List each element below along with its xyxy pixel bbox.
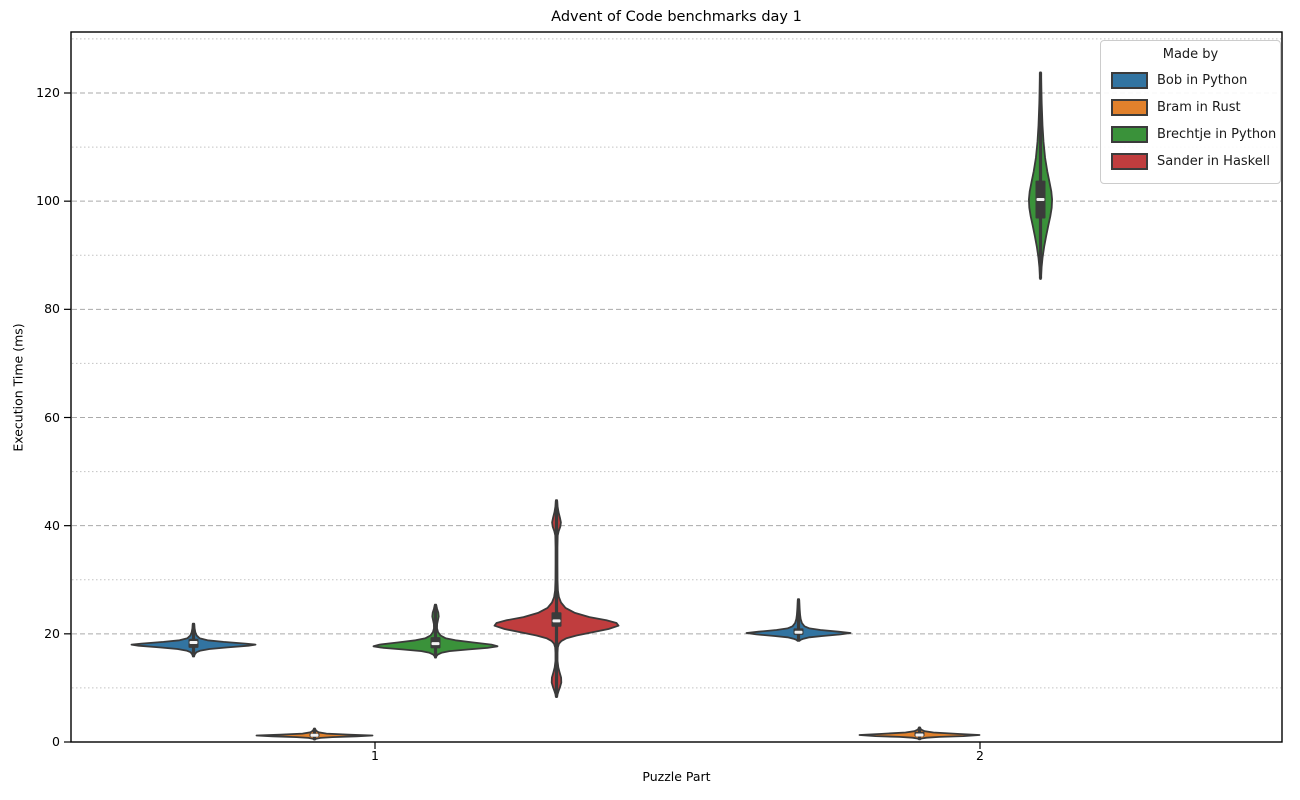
legend-item-bob: Bob in Python — [1111, 67, 1270, 94]
y-tick-label-60: 60 — [44, 409, 60, 425]
legend-swatch-red — [1111, 153, 1148, 170]
legend-item-bram: Bram in Rust — [1111, 94, 1270, 121]
legend-swatch-blue — [1111, 72, 1148, 89]
legend: Made by Bob in Python Bram in Rust Brech… — [1100, 40, 1281, 184]
legend-swatch-orange — [1111, 99, 1148, 116]
legend-swatch-green — [1111, 126, 1148, 143]
median-mark-brechtje-part1 — [431, 642, 440, 646]
legend-label: Sander in Haskell — [1157, 154, 1270, 169]
legend-item-brechtje: Brechtje in Python — [1111, 121, 1276, 148]
y-tick-label-20: 20 — [44, 625, 60, 641]
median-mark-bram-part2 — [915, 733, 924, 737]
legend-label: Brechtje in Python — [1157, 127, 1277, 142]
y-tick-label-120: 120 — [36, 85, 60, 100]
median-mark-bram-part1 — [310, 733, 319, 737]
legend-label: Bram in Rust — [1157, 100, 1241, 115]
y-tick-label-40: 40 — [44, 517, 60, 533]
plot-border — [70, 31, 1283, 743]
median-mark-brechtje-part2 — [1036, 198, 1045, 202]
chart-title: Advent of Code benchmarks day 1 — [551, 9, 802, 25]
y-axis-label: Execution Time (ms) — [10, 323, 26, 452]
legend-item-sander: Sander in Haskell — [1111, 148, 1270, 175]
legend-label: Bob in Python — [1157, 73, 1248, 88]
x-axis-label: Puzzle Part — [642, 769, 711, 784]
x-tick-label-1: 1 — [371, 748, 379, 763]
median-mark-bob-part1 — [189, 640, 198, 644]
median-mark-bob-part2 — [794, 630, 803, 634]
y-tick-label-80: 80 — [44, 301, 60, 317]
median-mark-sander-part1 — [552, 619, 561, 623]
x-tick-label-2: 2 — [976, 748, 984, 763]
y-tick-label-100: 100 — [36, 193, 60, 209]
y-tick-label-0: 0 — [52, 734, 60, 749]
legend-title: Made by — [1162, 47, 1219, 62]
